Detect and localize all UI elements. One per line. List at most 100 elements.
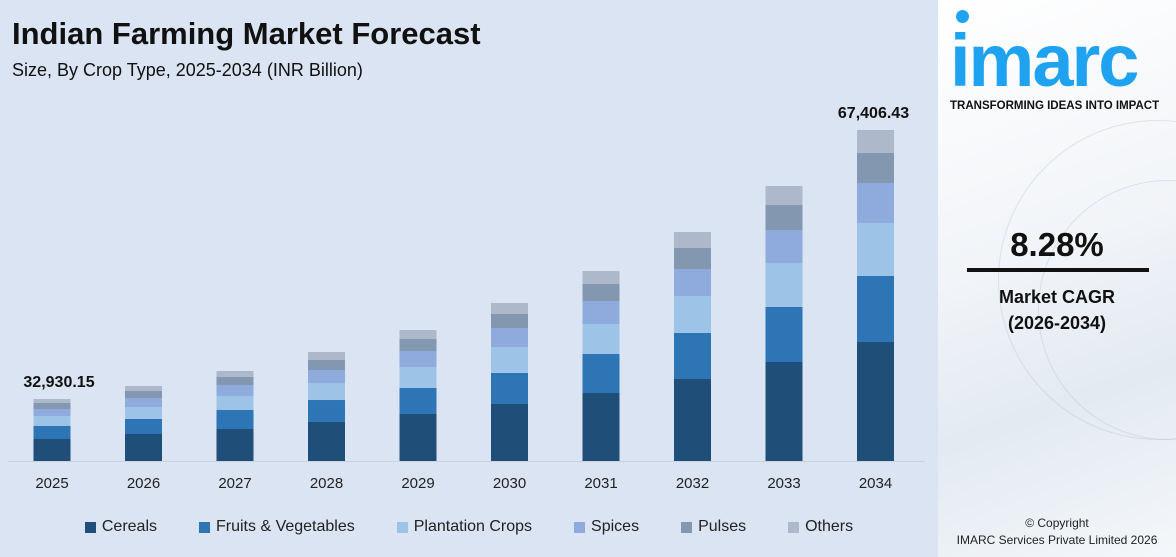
bar-segment-plantation-crops-2031 (582, 324, 620, 355)
logo-wordmark: imarc (950, 19, 1139, 102)
legend-label: Others (805, 518, 854, 535)
bar-segment-pulses-2031 (582, 284, 620, 302)
bar-segment-spices-2032 (674, 269, 711, 297)
company-name: IMARC Services Private Limited 2026 (956, 533, 1158, 547)
legend-item: Spices (574, 518, 639, 536)
bar-segment-cereals-2027 (216, 429, 254, 461)
x-tick-label: 2029 (401, 475, 434, 492)
bar-segment-fruits-vegetables-2034 (857, 276, 894, 343)
bar-segment-pulses-2032 (674, 248, 711, 270)
bar-segment-others-2032 (674, 231, 711, 249)
bar-segment-plantation-crops-2034 (857, 223, 894, 277)
x-tick-label: 2030 (493, 475, 526, 492)
legend-item: Cereals (84, 518, 157, 536)
bar-segment-pulses-2026 (125, 391, 162, 399)
bar-segment-spices-2027 (216, 385, 254, 397)
legend-swatch (788, 521, 800, 533)
copyright-text: © Copyright (1025, 516, 1089, 530)
bar-segment-spices-2029 (399, 350, 437, 367)
x-tick-label: 2027 (218, 475, 251, 492)
cagr-label: Market CAGR (2026-2034) (938, 284, 1176, 336)
legend-label: Spices (591, 518, 640, 535)
bar-segment-spices-2025 (33, 409, 71, 417)
x-tick-label: 2026 (127, 475, 160, 492)
legend-label: Pulses (698, 518, 747, 535)
copyright: © Copyright IMARC Services Private Limit… (938, 515, 1176, 549)
bar-segment-spices-2031 (582, 301, 620, 325)
bar-segment-fruits-vegetables-2031 (582, 354, 620, 393)
bar-segment-others-2026 (125, 386, 162, 392)
bar-segment-cereals-2032 (674, 379, 711, 461)
bar-segment-cereals-2029 (399, 414, 437, 461)
chart-title: Indian Farming Market Forecast (12, 16, 481, 51)
bar-segment-fruits-vegetables-2026 (125, 419, 162, 435)
bar-segment-cereals-2031 (582, 392, 620, 461)
legend-item: Others (788, 518, 853, 536)
bar-segment-plantation-crops-2028 (308, 383, 345, 401)
data-label: 32,930.15 (23, 374, 94, 391)
bar-segment-pulses-2034 (857, 153, 894, 184)
cagr-value: 8.28% (1010, 226, 1104, 263)
bar-segment-cereals-2025 (33, 439, 71, 461)
logo-tagline: TRANSFORMING IDEAS INTO IMPACT (950, 100, 1160, 112)
cagr-period: (2026-2034) (1007, 313, 1107, 333)
cagr-divider (967, 268, 1149, 272)
x-tick-label: 2032 (676, 475, 709, 492)
bar-segment-spices-2033 (765, 230, 803, 264)
chart-panel: Indian Farming Market Forecast Size, By … (0, 16, 938, 536)
chart-subtitle: Size, By Crop Type, 2025-2034 (INR Billi… (12, 60, 363, 80)
bar-segment-cereals-2034 (857, 342, 894, 461)
logo-dot (956, 10, 969, 23)
bar-segment-fruits-vegetables-2033 (765, 307, 803, 363)
bar-segment-pulses-2030 (491, 314, 528, 328)
data-label: 67,406.43 (838, 105, 909, 122)
bar-segment-plantation-crops-2033 (765, 263, 803, 308)
legend-swatch (84, 521, 96, 533)
x-tick-label: 2033 (767, 475, 800, 492)
legend-label: Fruits & Vegetables (216, 518, 355, 535)
x-tick-label: 2034 (859, 475, 892, 492)
legend-swatch (396, 521, 408, 533)
bar-segment-pulses-2029 (399, 338, 437, 351)
x-tick-label: 2028 (310, 475, 343, 492)
bar-segment-plantation-crops-2027 (216, 396, 254, 411)
bar-segment-fruits-vegetables-2028 (308, 400, 345, 423)
stacked-bar-chart: 2025 32,930.15 2026 2027 2028 2029 2030 2031 203… (8, 105, 925, 492)
bar-segment-pulses-2033 (765, 205, 803, 231)
bar-segment-cereals-2026 (125, 434, 162, 461)
x-tick-label: 2031 (584, 475, 617, 492)
bar-segment-plantation-crops-2026 (125, 407, 162, 420)
bar-segment-pulses-2028 (308, 360, 345, 371)
bar-segment-fruits-vegetables-2027 (216, 410, 254, 430)
bar-segment-plantation-crops-2032 (674, 296, 711, 333)
legend: Cereals Fruits & Vegetables Plantation Cro… (0, 518, 938, 536)
bar-segment-others-2028 (308, 352, 345, 361)
legend-label: Plantation Crops (413, 518, 533, 535)
x-tick-label: 2025 (35, 475, 68, 492)
bar-segment-pulses-2025 (33, 402, 71, 410)
legend-item: Pulses (681, 518, 746, 536)
bar-segment-others-2033 (765, 186, 803, 206)
legend-swatch (681, 521, 693, 533)
bar-segment-cereals-2030 (491, 404, 528, 461)
legend-label: Cereals (101, 518, 157, 535)
bar-segment-plantation-crops-2025 (33, 416, 71, 427)
imarc-logo: imarc TRANSFORMING IDEAS INTO IMPACT (950, 10, 1174, 112)
legend-swatch (574, 521, 586, 533)
bar-segment-others-2030 (491, 302, 528, 315)
bar-segment-spices-2034 (857, 183, 894, 224)
bar-segment-cereals-2033 (765, 362, 803, 461)
bar-segment-fruits-vegetables-2032 (674, 332, 711, 380)
bar-segment-others-2027 (216, 371, 254, 378)
cagr-label-text: Market CAGR (998, 287, 1116, 307)
bar-segment-plantation-crops-2029 (399, 366, 437, 388)
bar-segment-pulses-2027 (216, 377, 254, 386)
bar-segment-others-2031 (582, 271, 620, 285)
bar-segment-others-2029 (399, 329, 437, 339)
bar-segment-fruits-vegetables-2025 (33, 426, 71, 440)
bar-segment-spices-2028 (308, 370, 345, 384)
legend-swatch (199, 521, 210, 533)
bar-segment-others-2034 (857, 130, 894, 154)
bar-segment-others-2025 (33, 399, 71, 403)
bar-segment-spices-2030 (491, 327, 528, 347)
